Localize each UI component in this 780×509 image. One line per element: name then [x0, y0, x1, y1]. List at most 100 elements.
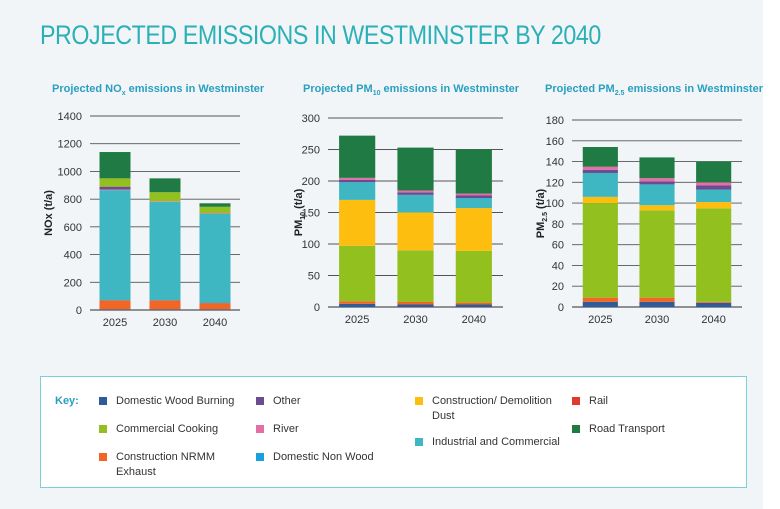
y-axis-label-sub: 10 — [300, 212, 307, 220]
bar-segment-road-transport-2040 — [455, 149, 492, 194]
bar-segment-domestic-wood-burning-2025 — [339, 303, 376, 307]
bar-segment-commercial-cooking-2025 — [339, 245, 376, 302]
key-item-road-transport: Road Transport — [572, 422, 712, 437]
bar-segment-domestic-wood-burning-2030 — [397, 304, 434, 307]
y-axis-label-main: NOx (t/a) — [43, 190, 55, 236]
bar-segment-road-transport-2030 — [639, 157, 675, 179]
y-tick-label: 200 — [64, 277, 82, 289]
bar-segment-river-2040 — [199, 213, 231, 214]
y-axis-label-main: PM — [293, 220, 305, 237]
bar-segment-construction-demolition-dust-2025 — [582, 196, 618, 204]
y-tick-label: 300 — [302, 113, 320, 125]
bar-segment-other-2025 — [339, 179, 376, 183]
bar-segment-industrial-and-commercial-2025 — [339, 182, 376, 200]
key-label-commercial-cooking: Commercial Cooking — [116, 423, 219, 435]
nox-chart: Projected NOx emissions in Westminster NO… — [43, 83, 265, 329]
bar-segment-domestic-non-wood-2040 — [199, 302, 231, 304]
chart-title-sub: 2.5 — [615, 90, 625, 97]
y-tick-label: 0 — [558, 302, 564, 314]
bar-segment-road-transport-2040 — [696, 161, 732, 183]
y-axis-label-pm10: PM10 (t/a) — [293, 188, 307, 236]
y-tick-label: 1400 — [58, 111, 82, 123]
y-axis-label-rest: (t/a) — [293, 188, 305, 212]
key-label-domestic-wood-burning: Domestic Wood Burning — [116, 395, 235, 407]
bar-segment-industrial-and-commercial-2040 — [696, 189, 732, 203]
bar-segment-construction-demolition-dust-2030 — [639, 205, 675, 211]
bar-segment-commercial-cooking-2030 — [397, 250, 434, 302]
bar-segment-construction-nrmm-exhaust-2025 — [339, 301, 376, 304]
key-title: Key: — [55, 395, 79, 407]
bar-segment-other-2030 — [397, 192, 434, 195]
key-swatch-industrial-and-commercial — [415, 438, 423, 446]
bar-segment-other-2040 — [696, 185, 732, 190]
y-tick-label: 600 — [64, 222, 82, 234]
bar-segment-other-2025 — [99, 186, 131, 190]
chart-title-rest: emissions in Westminster — [126, 83, 265, 95]
x-tick-label: 2040 — [462, 314, 486, 326]
bar-segment-commercial-cooking-2040 — [696, 208, 732, 302]
chart-title-rest: emissions in Westminster — [380, 83, 519, 95]
key-item-commercial-cooking: Commercial Cooking — [99, 422, 249, 437]
chart-title-nox: Projected NOx emissions in Westminster — [52, 83, 265, 97]
bar-segment-industrial-and-commercial-2025 — [99, 190, 131, 300]
bar-segment-industrial-and-commercial-2040 — [199, 213, 231, 303]
y-tick-label: 250 — [302, 145, 320, 157]
bar-segment-construction-nrmm-exhaust-2030 — [149, 300, 181, 310]
bar-segment-construction-nrmm-exhaust-2040 — [696, 301, 732, 303]
bar-segment-river-2030 — [639, 178, 675, 182]
bar-segment-domestic-wood-burning-2025 — [582, 301, 618, 307]
chart-title-main: Projected NO — [52, 83, 122, 95]
bar-segment-other-2030 — [639, 181, 675, 185]
key-swatch-river — [256, 425, 264, 433]
bar-segment-road-transport-2025 — [99, 152, 131, 179]
y-tick-label: 50 — [308, 271, 320, 283]
key-item-river: River — [256, 422, 386, 437]
key-label-construction-demolition-dust: Construction/ Demolition Dust — [432, 395, 552, 422]
x-tick-label: 2030 — [645, 314, 669, 326]
bar-segment-construction-nrmm-exhaust-2040 — [455, 302, 492, 305]
bar-segment-industrial-and-commercial-2030 — [149, 201, 181, 300]
key-label-road-transport: Road Transport — [589, 423, 665, 435]
x-tick-label: 2040 — [701, 314, 725, 326]
bar-segment-construction-nrmm-exhaust-2040 — [199, 303, 231, 310]
key-item-other: Other — [256, 394, 386, 409]
bar-segment-domestic-wood-burning-2030 — [149, 309, 181, 310]
y-tick-label: 60 — [552, 240, 564, 252]
pm10-chart: Projected PM10 emissions in WestminsterP… — [293, 83, 520, 326]
y-tick-label: 1200 — [58, 139, 82, 151]
y-tick-label: 40 — [552, 260, 564, 272]
bar-segment-construction-demolition-dust-2025 — [339, 199, 376, 246]
key-item-construction-demolition-dust: Construction/ Demolition Dust — [415, 394, 565, 424]
y-tick-label: 1000 — [58, 166, 82, 178]
bar-segment-domestic-non-wood-2025 — [99, 299, 131, 301]
key-label-industrial-and-commercial: Industrial and Commercial — [432, 436, 560, 448]
key-swatch-commercial-cooking — [99, 425, 107, 433]
bar-segment-domestic-wood-burning-2025 — [99, 309, 131, 310]
key-swatch-other — [256, 397, 264, 405]
bar-segment-river-2040 — [696, 182, 732, 186]
x-tick-label: 2030 — [153, 317, 177, 329]
y-tick-label: 100 — [546, 198, 564, 210]
key-swatch-domestic-wood-burning — [99, 397, 107, 405]
bar-segment-construction-demolition-dust-2040 — [696, 202, 732, 209]
bar-segment-commercial-cooking-2030 — [639, 210, 675, 298]
bar-segment-road-transport-2030 — [149, 178, 181, 193]
y-tick-label: 180 — [546, 115, 564, 127]
bar-segment-domestic-non-wood-2030 — [149, 299, 181, 301]
bar-segment-road-transport-2040 — [199, 203, 231, 207]
bar-segment-river-2030 — [149, 201, 181, 202]
bar-segment-industrial-and-commercial-2040 — [455, 198, 492, 209]
key-swatch-rail — [572, 397, 580, 405]
bar-segment-construction-nrmm-exhaust-2025 — [99, 300, 131, 310]
key-swatch-domestic-non-wood — [256, 453, 264, 461]
bar-segment-industrial-and-commercial-2030 — [397, 194, 434, 213]
bar-segment-industrial-and-commercial-2030 — [639, 184, 675, 206]
bar-segment-domestic-wood-burning-2040 — [696, 302, 732, 307]
x-tick-label: 2025 — [345, 314, 369, 326]
key-swatch-construction-nrmm-exhaust — [99, 453, 107, 461]
y-tick-label: 160 — [546, 136, 564, 148]
bar-segment-other-2040 — [455, 195, 492, 199]
y-axis-label-main: PM — [535, 222, 547, 239]
bar-segment-construction-demolition-dust-2040 — [455, 208, 492, 251]
bar-segment-industrial-and-commercial-2025 — [582, 172, 618, 197]
